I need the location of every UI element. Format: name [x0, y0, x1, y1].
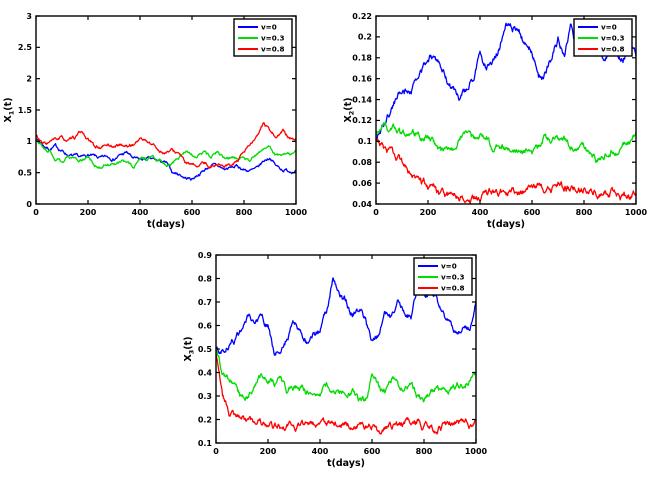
- y-tick-label: 0.5: [18, 168, 33, 177]
- x-tick-label: 200: [420, 208, 437, 217]
- legend-label: v=0.8: [601, 45, 624, 54]
- y-tick-label: 0.4: [198, 368, 213, 377]
- y-tick-label: 0.1: [358, 137, 373, 146]
- legend-label: v=0: [601, 23, 617, 32]
- x-tick-label: 0: [213, 447, 219, 456]
- x-axis-label: t(days): [327, 458, 365, 469]
- y-tick-label: 0.9: [198, 251, 213, 260]
- chart-x3-svg: 0 200 400 600 800 1000 0.1 0.2 0.3 0.4 0.5 0.6 0.7 0.…: [183, 251, 488, 469]
- y-tick-label: 0.06: [352, 179, 372, 188]
- y-tick-label: 0.5: [198, 345, 213, 354]
- series-line-v-0.3: [216, 348, 476, 403]
- subplot-x3: 0 200 400 600 800 1000 0.1 0.2 0.3 0.4 0.5 0.6 0.7 0.…: [180, 239, 490, 478]
- series-line-v-0: [36, 138, 296, 181]
- x-tick-label: 600: [524, 208, 541, 217]
- y-tick-label: 0.3: [198, 392, 212, 401]
- y-tick-label: 0.04: [352, 200, 372, 209]
- legend-label: v=0.3: [261, 34, 284, 43]
- y-tick-label: 0.1: [198, 439, 213, 448]
- x-tick-label: 800: [416, 447, 433, 456]
- y-tick-label: 0.2: [358, 33, 372, 42]
- y-tick-label: 0.8: [198, 274, 213, 283]
- axes-box: [375, 15, 637, 205]
- x-tick-label: 600: [184, 208, 201, 217]
- x-tick-label: 0: [373, 208, 379, 217]
- x-tick-label: 800: [236, 208, 253, 217]
- legend-label: v=0.3: [601, 34, 624, 43]
- y-tick-label: 0.22: [352, 12, 372, 21]
- subplot-x1: 0 200 400 600 800 1000 0 0.5 1 1.5 2 2.5 3 t(days) X1(…: [0, 0, 310, 240]
- x-axis-label: t(days): [147, 219, 185, 230]
- y-axis-label: X2(t): [343, 97, 356, 122]
- y-tick-label: 0.18: [352, 54, 372, 63]
- y-tick-label: 0.12: [352, 116, 372, 125]
- y-axis-label: X1(t): [3, 97, 16, 122]
- y-tick-label: 0.14: [352, 95, 372, 104]
- series-line-v-0.8: [376, 138, 636, 204]
- x-tick-label: 200: [260, 447, 277, 456]
- y-tick-label: 1.5: [18, 106, 33, 115]
- y-tick-label: 0.7: [198, 298, 212, 307]
- y-tick-label: 0.16: [352, 74, 372, 83]
- series-line-v-0.3: [376, 121, 636, 164]
- subplot-x2: 0 200 400 600 800 1000 0.04 0.06 0.08 0.1 0.12 0.14…: [340, 0, 650, 240]
- y-axis-label: X3(t): [183, 336, 196, 361]
- x-tick-label: 800: [576, 208, 593, 217]
- y-tick-label: 0.08: [352, 158, 372, 167]
- legend-label: v=0.3: [441, 273, 464, 282]
- legend-label: v=0: [261, 23, 277, 32]
- x-tick-label: 600: [364, 447, 381, 456]
- y-tick-label: 0.6: [198, 321, 213, 330]
- y-tick-label: 1: [26, 137, 32, 146]
- series-line-v-0.8: [216, 353, 476, 435]
- y-tick-label: 0.2: [198, 415, 212, 424]
- x-tick-label: 400: [312, 447, 329, 456]
- x-tick-label: 1000: [625, 208, 648, 217]
- x-tick-label: 400: [132, 208, 149, 217]
- x-tick-label: 1000: [465, 447, 488, 456]
- x-tick-label: 0: [33, 208, 39, 217]
- series-line-v-0.3: [36, 139, 296, 170]
- x-tick-label: 400: [472, 208, 489, 217]
- x-tick-label: 200: [80, 208, 97, 217]
- series-line-v-0.8: [36, 122, 296, 169]
- y-tick-label: 2: [26, 74, 32, 83]
- legend-label: v=0: [441, 262, 457, 271]
- legend-label: v=0.8: [261, 45, 284, 54]
- x-tick-label: 1000: [285, 208, 308, 217]
- legend-label: v=0.8: [441, 284, 464, 293]
- y-tick-label: 0: [26, 200, 32, 209]
- x-axis-label: t(days): [487, 219, 525, 230]
- y-tick-label: 2.5: [18, 43, 33, 52]
- chart-x2-svg: 0 200 400 600 800 1000 0.04 0.06 0.08 0.1 0.12 0.14…: [343, 12, 648, 230]
- y-tick-label: 3: [26, 12, 32, 21]
- chart-x1-svg: 0 200 400 600 800 1000 0 0.5 1 1.5 2 2.5 3 t(days) X1(…: [3, 12, 308, 230]
